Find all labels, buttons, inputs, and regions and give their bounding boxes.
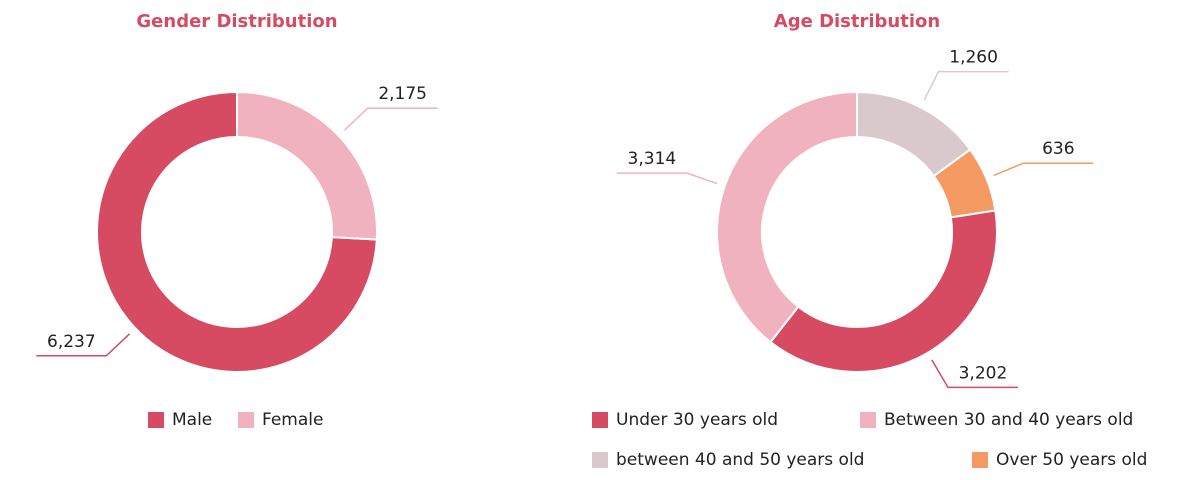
legend-swatch: [972, 452, 988, 468]
data-label: 1,260: [949, 48, 998, 68]
legend-label: Male: [172, 410, 212, 430]
data-label: 3,202: [959, 363, 1008, 383]
leader-line: [616, 172, 718, 185]
legend-label: Over 50 years old: [996, 450, 1147, 470]
slice: [932, 148, 997, 219]
chart-title: Gender Distribution: [136, 11, 337, 32]
legend-label: Between 30 and 40 years old: [884, 410, 1133, 430]
legend-label: between 40 and 50 years old: [616, 450, 864, 470]
slice: [769, 209, 998, 373]
legend-swatch: [592, 412, 608, 428]
legend-swatch: [238, 412, 254, 428]
leader-line: [343, 107, 438, 131]
data-label: 6,237: [47, 332, 96, 352]
leader-line: [931, 359, 1018, 389]
data-label: 3,314: [628, 149, 677, 169]
leader-line: [993, 162, 1094, 177]
legend-swatch: [148, 412, 164, 428]
data-label: 636: [1042, 139, 1074, 159]
legend-swatch: [592, 452, 608, 468]
legend-swatch: [860, 412, 876, 428]
legend-label: Under 30 years old: [616, 410, 778, 430]
slice: [716, 90, 858, 344]
slice: [96, 90, 378, 373]
leader-line: [36, 333, 131, 357]
data-label: 2,175: [378, 84, 427, 104]
chart-title: Age Distribution: [774, 11, 940, 32]
legend-label: Female: [262, 410, 323, 430]
leader-line: [923, 70, 1009, 101]
slice: [236, 90, 378, 241]
